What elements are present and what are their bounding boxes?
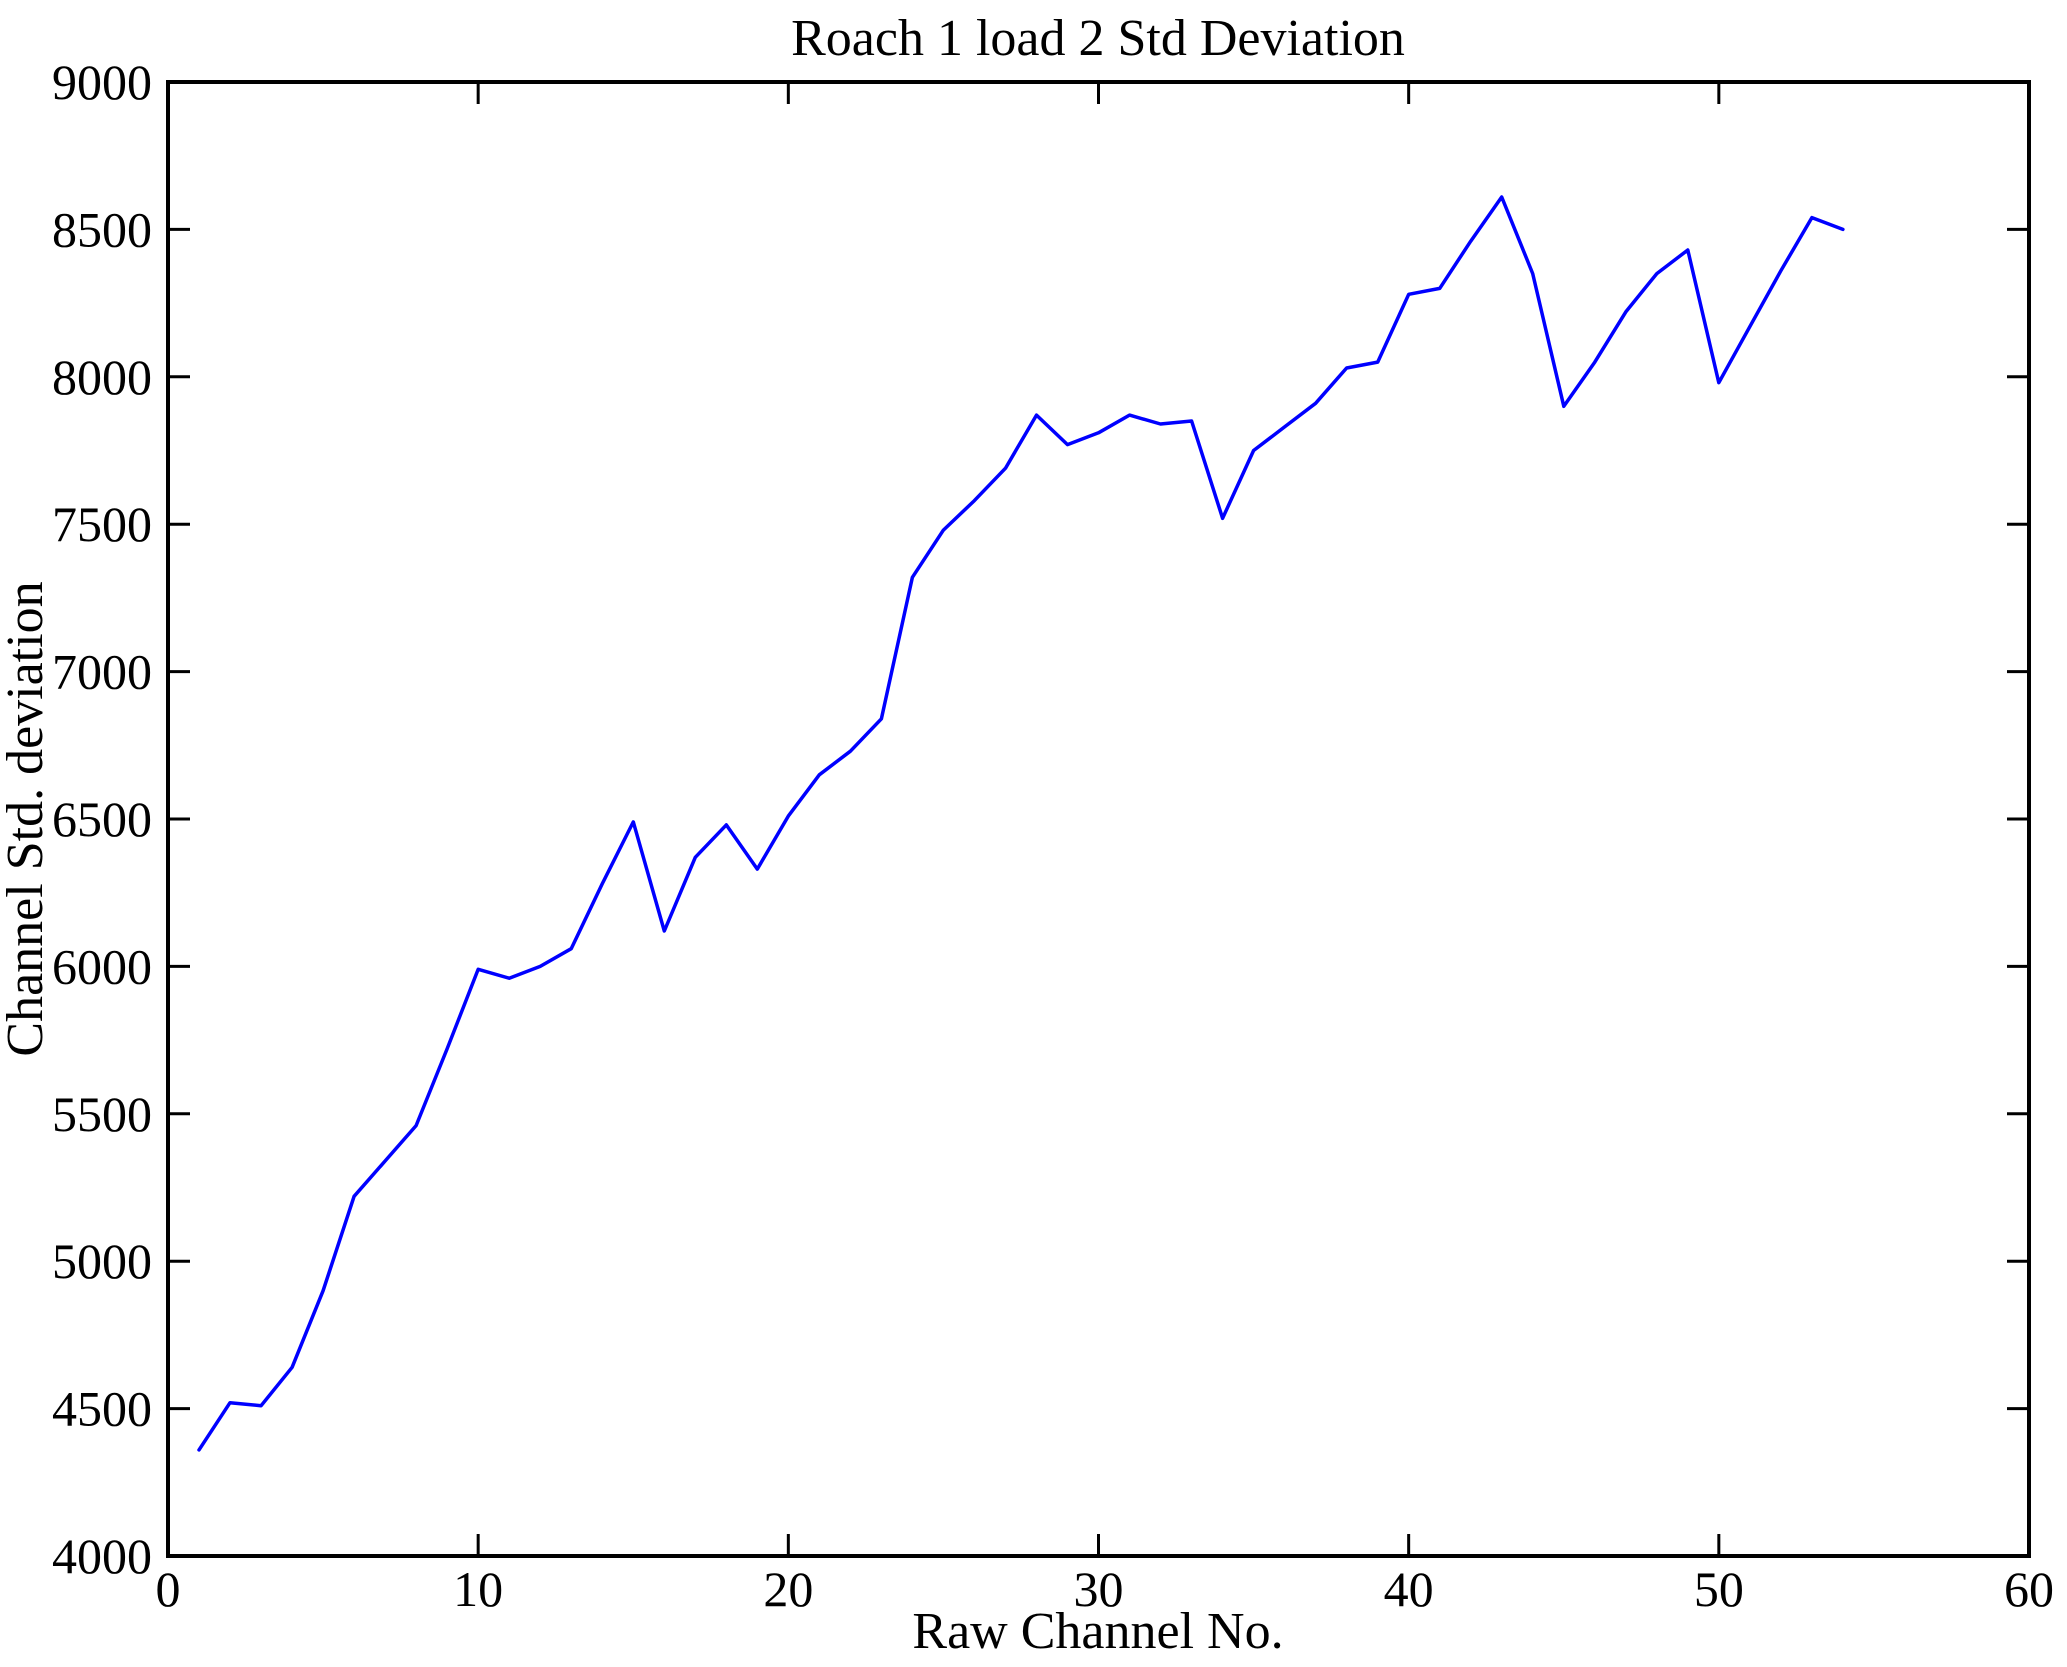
y-tick-label: 7000: [52, 644, 152, 700]
y-tick-label: 5500: [52, 1086, 152, 1142]
y-tick-label: 8500: [52, 201, 152, 257]
x-tick-label: 0: [156, 1561, 181, 1617]
y-tick-label: 4000: [52, 1528, 152, 1584]
chart-title: Roach 1 load 2 Std Deviation: [791, 10, 1405, 67]
y-axis-label: Channel Std. deviation: [0, 581, 54, 1056]
x-tick-label: 30: [1074, 1561, 1124, 1617]
y-tick-label: 6500: [52, 791, 152, 847]
y-axis-ticks: [168, 80, 2029, 1558]
x-tick-label: 40: [1384, 1561, 1434, 1617]
x-tick-label: 50: [1694, 1561, 1744, 1617]
x-axis-ticks: [166, 82, 2031, 1556]
y-tick-label: 6000: [52, 938, 152, 994]
x-tick-label: 20: [763, 1561, 813, 1617]
x-tick-label: 60: [2004, 1561, 2054, 1617]
plot-border: [166, 80, 2031, 1558]
y-tick-label: 7500: [52, 496, 152, 552]
y-tick-label: 5000: [52, 1233, 152, 1289]
y-tick-label: 8000: [52, 349, 152, 405]
x-tick-label: 10: [453, 1561, 503, 1617]
y-tick-label: 9000: [52, 54, 152, 110]
x-axis-label: Raw Channel No.: [912, 1603, 1283, 1660]
x-tick-labels: 0 10 20 30 40 50 60: [156, 1561, 2055, 1617]
series-line: [197, 195, 1845, 1452]
y-tick-label: 4500: [52, 1381, 152, 1437]
y-tick-labels: 4000 4500 5000 5500 6000 6500 7000 7500 8000 8500…: [52, 54, 152, 1584]
